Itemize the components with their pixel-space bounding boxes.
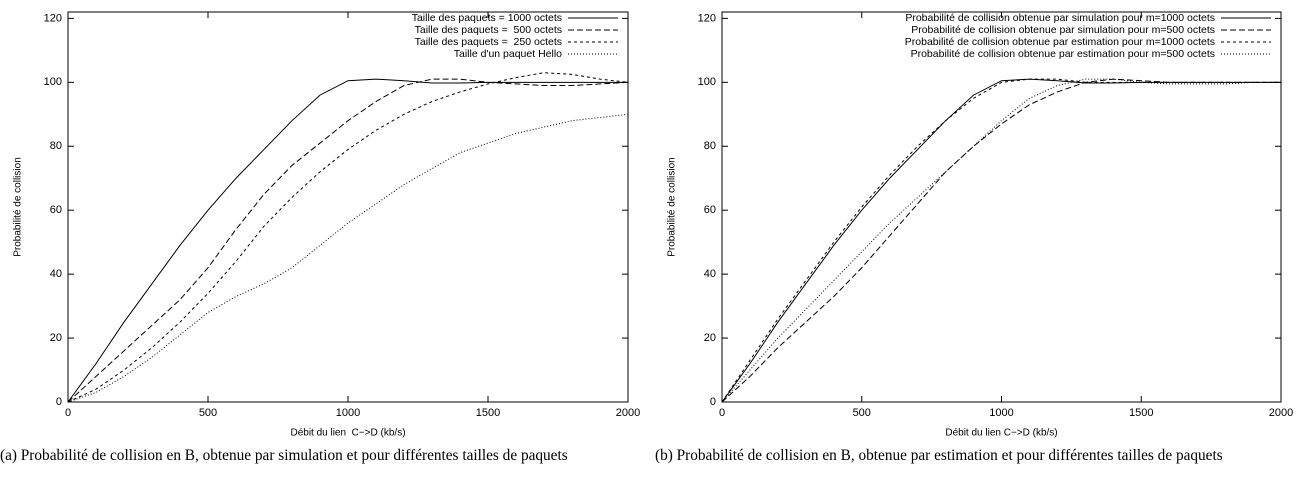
x-tick-label: 2000 — [616, 407, 640, 419]
legend-label: Taille d'un paquet Hello — [454, 48, 562, 60]
caption: (a) Probabilité de collision en B, obten… — [0, 447, 568, 464]
x-tick-label: 2000 — [1269, 407, 1293, 419]
x-tick-label: 0 — [65, 407, 71, 419]
caption: (b) Probabilité de collision en B, obten… — [655, 447, 1223, 464]
y-tick-label: 80 — [704, 140, 716, 152]
plot-frame — [67, 11, 629, 403]
series-line — [721, 78, 1281, 403]
y-tick-label: 120 — [44, 12, 62, 24]
legend-label: Probabilité de collision obtenue par sim… — [905, 12, 1215, 24]
y-tick-label: 40 — [704, 268, 716, 280]
y-axis-label: Probabilité de collision — [13, 157, 24, 257]
legend-label: Probabilité de collision obtenue par est… — [905, 36, 1215, 48]
y-tick-label: 80 — [50, 140, 62, 152]
x-tick-label: 500 — [199, 407, 217, 419]
y-tick-label: 60 — [704, 204, 716, 216]
series-line — [721, 78, 1281, 403]
x-tick-label: 1000 — [336, 407, 360, 419]
y-tick-label: 20 — [50, 332, 62, 344]
series-line — [721, 78, 1281, 403]
x-tick-label: 1500 — [476, 407, 500, 419]
y-tick-label: 20 — [704, 332, 716, 344]
series-line — [67, 78, 628, 403]
series-line — [67, 72, 629, 403]
y-tick-label: 120 — [698, 12, 716, 24]
series-line — [67, 78, 629, 403]
x-tick-label: 1000 — [989, 407, 1013, 419]
x-tick-label: 0 — [719, 407, 725, 419]
x-axis-label: Débit du lien C−>D (kb/s) — [290, 428, 405, 439]
y-tick-label: 40 — [50, 268, 62, 280]
y-tick-label: 60 — [50, 204, 62, 216]
legend-label: Taille des paquets = 500 octets — [415, 24, 562, 36]
y-tick-label: 0 — [710, 396, 716, 408]
series-line — [67, 113, 629, 403]
series-line — [721, 78, 1281, 403]
legend-label: Probabilité de collision obtenue par est… — [911, 48, 1215, 60]
y-tick-label: 100 — [44, 76, 62, 88]
x-axis-label: Débit du lien C−>D (kb/s) — [945, 428, 1057, 439]
y-tick-label: 100 — [698, 76, 716, 88]
legend-label: Taille des paquets = 250 octets — [415, 36, 562, 48]
y-tick-label: 0 — [56, 396, 62, 408]
plot-frame — [721, 11, 1282, 403]
legend-label: Probabilité de collision obtenue par sim… — [911, 24, 1215, 36]
y-axis-label: Probabilité de collision — [667, 157, 678, 257]
x-tick-label: 1500 — [1129, 407, 1153, 419]
x-tick-label: 500 — [853, 407, 871, 419]
legend-label: Taille des paquets = 1000 octets — [412, 12, 562, 24]
